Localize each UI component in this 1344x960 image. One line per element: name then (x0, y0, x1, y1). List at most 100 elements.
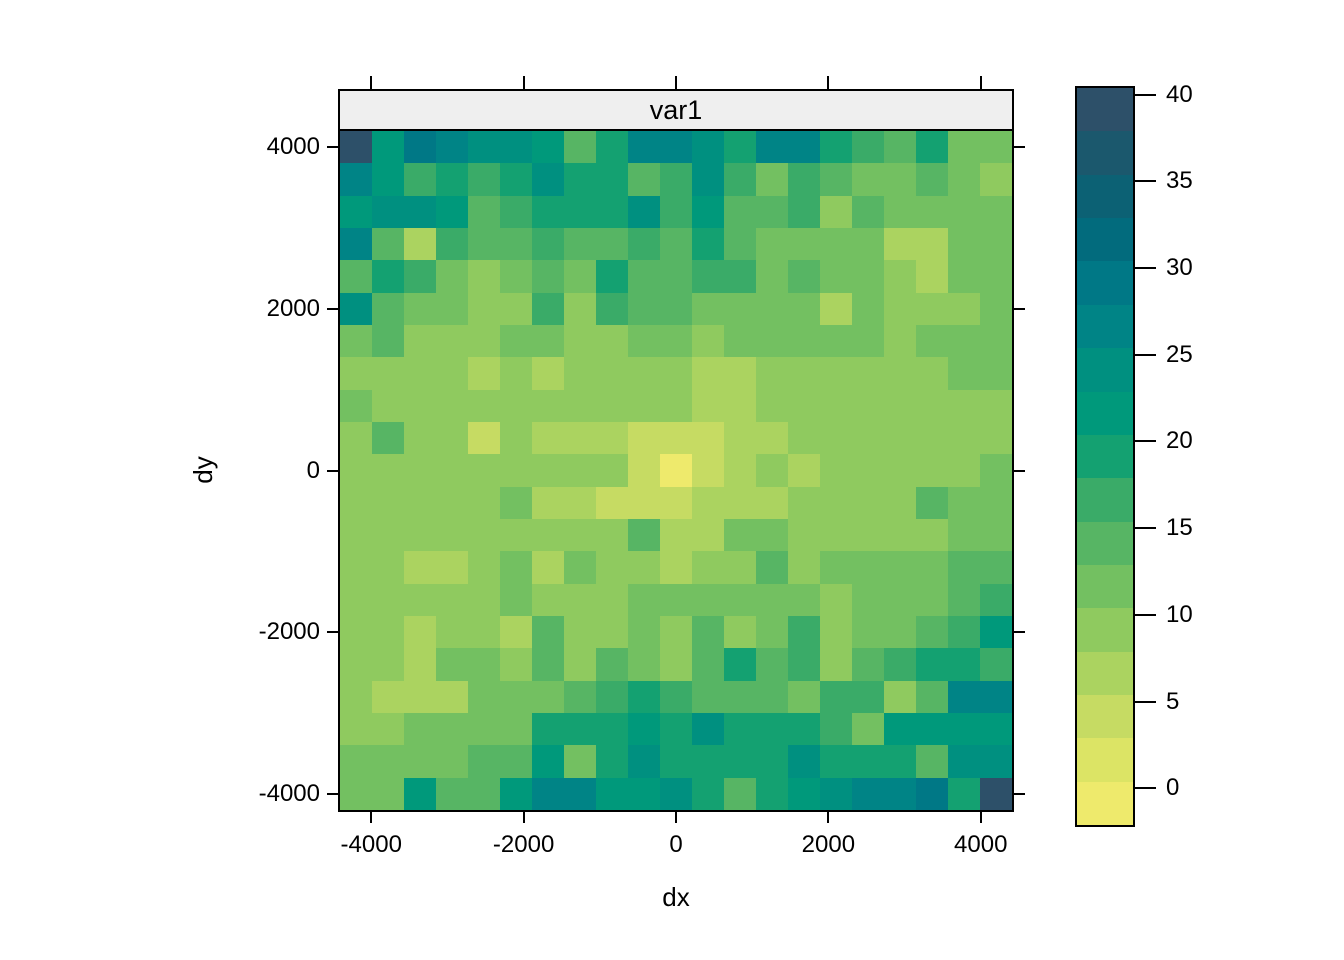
heatmap-cell (852, 712, 884, 746)
heatmap-cell (340, 615, 372, 649)
heatmap-cell (724, 195, 756, 228)
x-axis-tick-top (979, 76, 982, 89)
heatmap-cell (372, 324, 404, 358)
heatmap-cell (692, 421, 724, 455)
heatmap-cell (596, 195, 628, 228)
heatmap-cell (916, 745, 948, 778)
heatmap-cell (468, 712, 500, 746)
heatmap-cell (436, 680, 468, 713)
heatmap-cell (852, 324, 884, 358)
heatmap-cell (756, 454, 788, 487)
heatmap-cell (564, 227, 596, 261)
heatmap-cell (916, 615, 948, 649)
heatmap-cell (852, 777, 884, 810)
heatmap-cell (788, 292, 820, 325)
colorbar-band (1077, 564, 1133, 609)
heatmap-cell (500, 227, 532, 261)
heatmap-cell (660, 454, 692, 487)
y-axis-tick-right (1012, 469, 1025, 472)
heatmap-cell (500, 486, 532, 519)
heatmap-cell (564, 518, 596, 552)
heatmap-cell (980, 712, 1012, 746)
heatmap-cell (916, 454, 948, 487)
heatmap-cell (820, 163, 852, 196)
heatmap-cell (340, 292, 372, 325)
heatmap-cell (884, 648, 916, 681)
heatmap-cell (468, 648, 500, 681)
colorbar-tick (1134, 353, 1156, 356)
heatmap-cell (692, 615, 724, 649)
heatmap-cell (788, 551, 820, 584)
heatmap-cell (820, 389, 852, 422)
heatmap-cell (404, 421, 436, 455)
colorbar-tick-label: 10 (1166, 600, 1193, 628)
heatmap-cell (916, 195, 948, 228)
heatmap-cell (596, 324, 628, 358)
heatmap-cell (564, 163, 596, 196)
heatmap-cell (884, 777, 916, 810)
heatmap-cell (404, 518, 436, 552)
heatmap-cell (340, 389, 372, 422)
heatmap-cell (404, 357, 436, 390)
colorbar-bands (1077, 88, 1133, 826)
heatmap-cell (596, 712, 628, 746)
x-axis-tick-top (675, 76, 677, 89)
heatmap-cell (468, 195, 500, 228)
heatmap-cell (564, 712, 596, 746)
heatmap-cell (404, 131, 436, 164)
heatmap-cell (500, 357, 532, 390)
colorbar-band (1077, 695, 1133, 739)
heatmap-cell (820, 518, 852, 552)
heatmap-cell (692, 777, 724, 810)
heatmap-cell (596, 454, 628, 487)
colorbar-band (1077, 174, 1133, 219)
heatmap-cell (660, 583, 692, 616)
heatmap-cell (628, 292, 660, 325)
y-axis-tick-label: -2000 (258, 618, 320, 646)
heatmap-cell (596, 615, 628, 649)
heatmap-cell (500, 421, 532, 455)
heatmap-cell (340, 745, 372, 778)
colorbar-tick-label: 5 (1166, 687, 1180, 715)
heatmap-cell (980, 583, 1012, 616)
heatmap-cell (596, 131, 628, 164)
colorbar-tick (1134, 93, 1156, 96)
heatmap-cell (788, 648, 820, 681)
heatmap-cell (820, 260, 852, 293)
y-axis-tick-left (327, 631, 340, 634)
heatmap-cell (468, 680, 500, 713)
heatmap-cell (916, 712, 948, 746)
heatmap-cell (692, 292, 724, 325)
x-axis-tick-bottom (827, 810, 830, 823)
heatmap-cell (916, 292, 948, 325)
heatmap-cell (532, 745, 564, 778)
heatmap-cell (884, 583, 916, 616)
heatmap-cell (788, 454, 820, 487)
heatmap-cell (628, 648, 660, 681)
heatmap-cell (500, 518, 532, 552)
heatmap-cell (468, 227, 500, 261)
heatmap-grid (340, 131, 1012, 810)
heatmap-cell (532, 648, 564, 681)
heatmap-cell (948, 389, 980, 422)
heatmap-cell (884, 486, 916, 519)
heatmap-cell (660, 551, 692, 584)
heatmap-cell (596, 486, 628, 519)
heatmap-cell (372, 292, 404, 325)
heatmap-cell (596, 583, 628, 616)
heatmap-cell (916, 260, 948, 293)
heatmap-cell (820, 131, 852, 164)
colorbar-band (1077, 738, 1133, 782)
heatmap-cell (564, 195, 596, 228)
heatmap-cell (404, 163, 436, 196)
heatmap-cell (340, 260, 372, 293)
heatmap-cell (660, 615, 692, 649)
heatmap-cell (788, 712, 820, 746)
heatmap-cell (756, 680, 788, 713)
heatmap-cell (404, 389, 436, 422)
heatmap-cell (980, 195, 1012, 228)
heatmap-cell (660, 292, 692, 325)
heatmap-cell (852, 648, 884, 681)
heatmap-cell (948, 648, 980, 681)
heatmap-cell (372, 260, 404, 293)
